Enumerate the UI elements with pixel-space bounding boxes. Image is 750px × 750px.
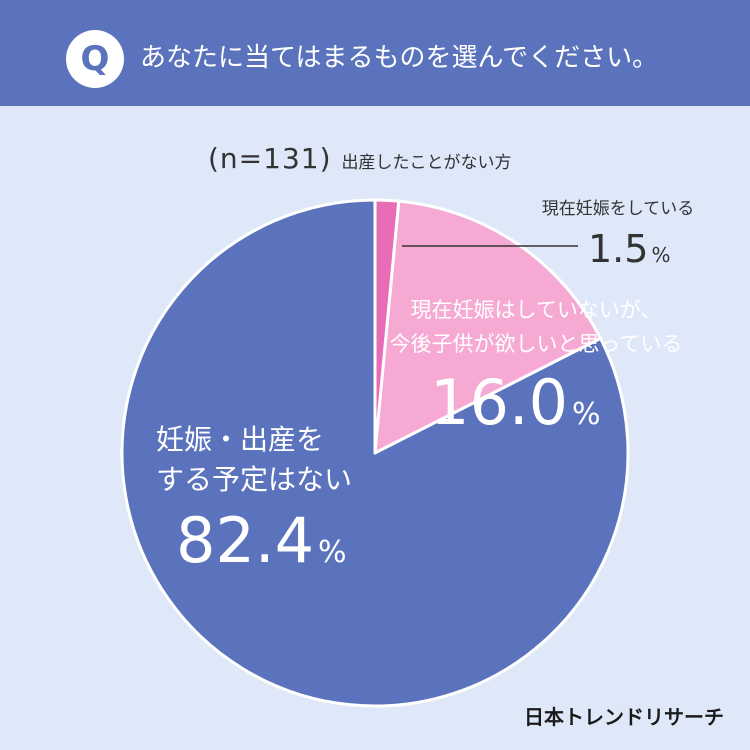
slice-value-no-plan: 82.4% bbox=[176, 504, 347, 577]
slice-label-want-child-line2: 今後子供が欲しいと思っている bbox=[390, 332, 683, 356]
question-text: あなたに当てはまるものを選んでください。 bbox=[140, 43, 659, 73]
slice-value-want-child-unit: % bbox=[572, 397, 601, 432]
slice-value-want-child: 16.0% bbox=[430, 366, 601, 439]
slice-label-want-child-line1: 現在妊娠はしていないが、 bbox=[411, 298, 662, 322]
slice-value-pregnant-unit: % bbox=[651, 243, 670, 267]
slice-label-no-plan-line1: 妊娠・出産を bbox=[156, 423, 324, 456]
pie-slice-want-child bbox=[373, 199, 603, 455]
brand-logo: 日本トレンドリサーチ bbox=[524, 705, 724, 729]
slice-value-pregnant-number: 1.5 bbox=[588, 227, 648, 271]
pie-slice-no-plan bbox=[120, 198, 630, 708]
question-header: Q あなたに当てはまるものを選んでください。 bbox=[0, 0, 750, 106]
slice-value-no-plan-unit: % bbox=[318, 535, 347, 570]
q-badge-icon: Q bbox=[66, 30, 124, 88]
slice-label-pregnant: 現在妊娠をしている bbox=[542, 199, 695, 219]
slice-value-want-child-number: 16.0 bbox=[430, 366, 568, 439]
sample-label: 出産したことがない方 bbox=[341, 153, 512, 173]
sample-size: (n=131) bbox=[208, 142, 332, 175]
slice-value-no-plan-number: 82.4 bbox=[176, 504, 314, 577]
slice-label-no-plan-line2: する予定はない bbox=[156, 463, 352, 496]
slice-value-pregnant: 1.5% bbox=[588, 227, 670, 271]
sample-info: (n=131) 出産したことがない方 bbox=[208, 142, 512, 175]
pie-slices bbox=[120, 198, 630, 708]
